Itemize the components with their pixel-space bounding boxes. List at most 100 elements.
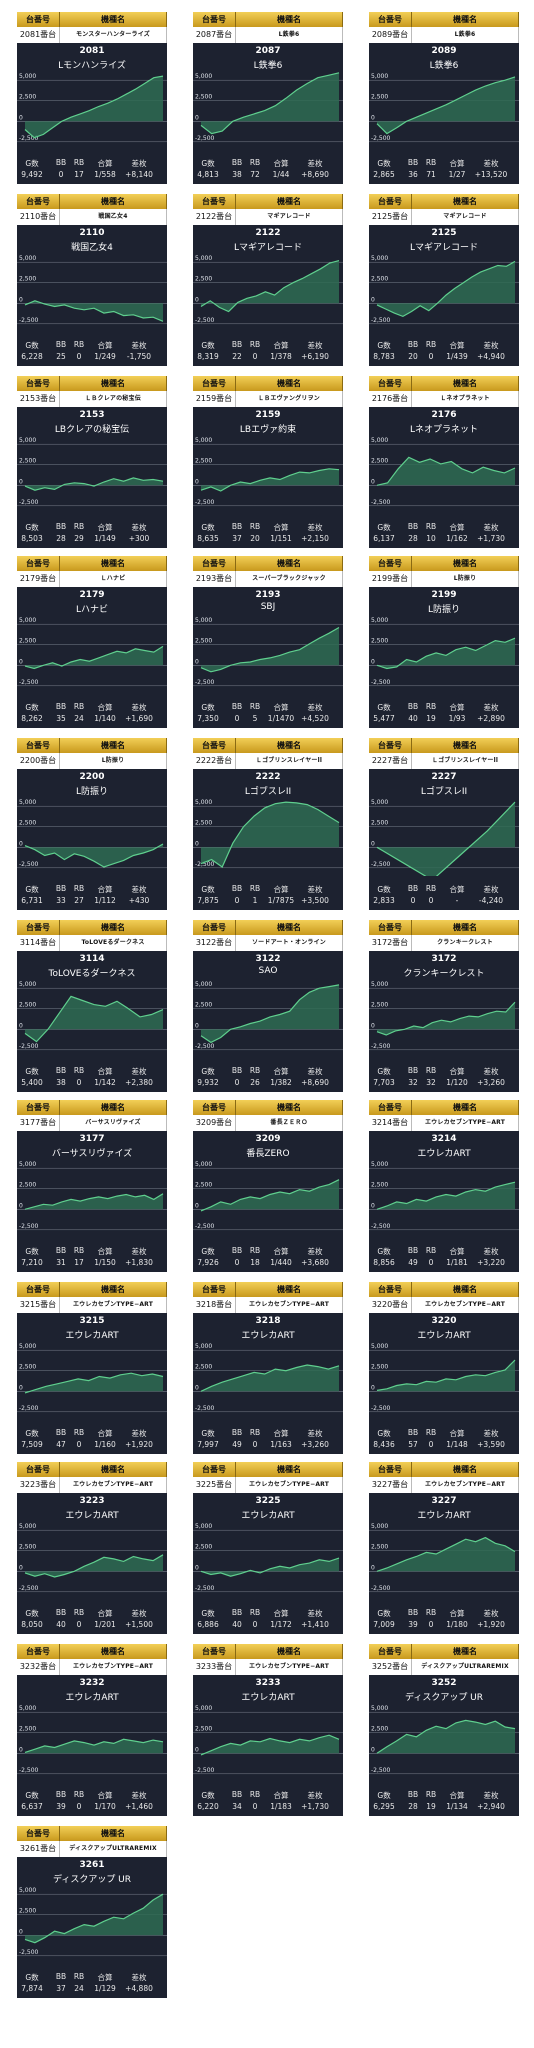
stat-header: 合算 (97, 1973, 113, 1982)
y-tick-label: 5,000 (195, 617, 212, 624)
machine-number: 3122 (255, 954, 281, 964)
stat-header: BB (55, 1790, 67, 1799)
graph-chart: 5,000 2,500 0 -2,500 (369, 1704, 519, 1782)
machine-card[interactable]: 台番号 機種名 2089番台 L鉄拳6 2089 L鉄拳6 5,000 2,500 0 -2,50… (369, 12, 519, 184)
y-tick-label: 5,000 (371, 1161, 388, 1168)
graph-area (201, 1179, 339, 1211)
machine-card[interactable]: 台番号 機種名 3214番台 エウレカセブンTYPE−ART 3214 エウレカART 5,… (369, 1100, 519, 1272)
machine-card[interactable]: 台番号 機種名 3233番台 エウレカセブンTYPE−ART 3233 エウレカART 5,… (193, 1644, 343, 1816)
machine-card[interactable]: 台番号 機種名 2110番台 戦国乙女4 2110 戦国乙女4 5,000 2,500 0 -2,… (17, 194, 167, 366)
machine-card[interactable]: 台番号 機種名 2222番台 Ｌゴブリンスレイヤーll 2222 LゴブスレII 5,000… (193, 738, 343, 910)
stat-value: 1/112 (94, 896, 116, 905)
graph-line (376, 1536, 516, 1572)
machine-card[interactable]: 台番号 機種名 3218番台 エウレカセブンTYPE−ART 3218 エウレカART 5,… (193, 1282, 343, 1454)
stat-header: G数 (377, 1247, 391, 1256)
stats-header-row: G数 BB RB 合算 差枚 (369, 1428, 519, 1440)
machine-card[interactable]: 台番号 機種名 2081番台 モンスターハンターライズ 2081 Lモンハンライズ 5,00… (17, 12, 167, 184)
machine-card[interactable]: 台番号 機種名 2179番台 Ｌハナビ 2179 Lハナビ 5,000 2,500 0 -2,50… (17, 556, 167, 728)
machine-card[interactable]: 台番号 機種名 3209番台 番長ＺＥＲＯ 3209 番長ZERO 5,000 2,500 0 -… (193, 1100, 343, 1272)
graph-area (377, 1182, 515, 1210)
machine-model: エウレカセブンTYPE−ART (60, 1659, 167, 1675)
stats-header-row: G数 BB RB 合算 差枚 (193, 340, 343, 352)
graph-chart: 5,000 2,500 0 -2,500 (193, 436, 343, 514)
stats-value-row: 8,319 22 0 1/378 +6,190 (193, 352, 343, 364)
y-tick-label: 0 (19, 114, 23, 121)
col-number-header: 台番号 (193, 1462, 236, 1477)
graph-area (25, 1894, 163, 1943)
stat-header: 差枚 (131, 341, 147, 350)
stat-value: 9,932 (197, 1078, 219, 1087)
machine-card[interactable]: 台番号 機種名 3227番台 エウレカセブンTYPE−ART 3227 エウレカART 5,… (369, 1462, 519, 1634)
graph-chart: 5,000 2,500 0 -2,500 (193, 1522, 343, 1600)
card-header: 台番号 機種名 2087番台 L鉄拳6 (193, 12, 343, 43)
stats-value-row: 4,813 38 72 1/44 +8,690 (193, 170, 343, 182)
machine-card[interactable]: 台番号 機種名 3225番台 エウレカセブンTYPE−ART 3225 エウレカART 5,… (193, 1462, 343, 1634)
stat-header: BB (231, 702, 243, 711)
machine-card[interactable]: 台番号 機種名 3220番台 エウレカセブンTYPE−ART 3220 エウレカART 5,… (369, 1282, 519, 1454)
graph-svg: 5,000 2,500 0 -2,500 (17, 1887, 167, 1957)
y-tick-label: 0 (195, 1202, 199, 1209)
machine-card[interactable]: 台番号 機種名 3215番台 エウレカセブンTYPE−ART 3215 エウレカART 5,… (17, 1282, 167, 1454)
col-model-header: 機種名 (412, 556, 519, 571)
y-tick-label: 2,500 (19, 1726, 36, 1733)
y-tick-label: 2,500 (19, 1002, 36, 1009)
machine-card[interactable]: 台番号 機種名 3172番台 クランキークレスト 3172 クランキークレスト 5,000 2… (369, 920, 519, 1092)
graph-line (376, 76, 516, 135)
stat-header: BB (407, 1790, 419, 1799)
stat-value: 20 (250, 534, 260, 543)
machine-card[interactable]: 台番号 機種名 3177番台 バーサスリヴァイズ 3177 バーサスリヴァイズ 5,000 2… (17, 1100, 167, 1272)
stat-value: 1/142 (94, 1078, 116, 1087)
y-tick-label: -2,500 (371, 1767, 391, 1774)
machine-badge: 2110番台 (17, 209, 60, 225)
stat-header: G数 (377, 1067, 391, 1076)
stats-header-row: G数 BB RB 合算 差枚 (17, 1066, 167, 1078)
stat-header: 差枚 (131, 1791, 147, 1800)
y-tick-label: -2,500 (371, 679, 391, 686)
machine-card[interactable]: 台番号 機種名 2200番台 L防振り 2200 L防振り 5,000 2,500 0 -2,50… (17, 738, 167, 910)
col-number-header: 台番号 (193, 12, 236, 27)
machine-card[interactable]: 台番号 機種名 3122番台 ソードアート・オンライン 3122 SAO 5,000 2,50… (193, 920, 343, 1092)
machine-name: SBJ (260, 602, 276, 612)
stats-value-row: 6,228 25 0 1/249 -1,750 (17, 352, 167, 364)
y-tick-label: -2,500 (371, 317, 391, 324)
stat-value: 8,856 (373, 1258, 395, 1267)
stat-header: 合算 (97, 1429, 113, 1438)
stat-value: 6,637 (21, 1802, 43, 1811)
machine-card[interactable]: 台番号 機種名 3223番台 エウレカセブンTYPE−ART 3223 エウレカART 5,… (17, 1462, 167, 1634)
y-tick-label: 2,500 (19, 1544, 36, 1551)
stats-header-row: G数 BB RB 合算 差枚 (369, 1066, 519, 1078)
stat-value: 29 (74, 534, 84, 543)
stats-header-row: G数 BB RB 合算 差枚 (369, 522, 519, 534)
machine-card[interactable]: 台番号 機種名 3261番台 ディスクアップULTRAREMIX 3261 ディスクアップ… (17, 1826, 167, 1998)
machine-card[interactable]: 台番号 機種名 2153番台 ＬＢクレアの秘宝伝 2153 LBクレアの秘宝伝 5,000 2… (17, 376, 167, 548)
card-header: 台番号 機種名 3122番台 ソードアート・オンライン (193, 920, 343, 951)
stats-header-row: G数 BB RB 合算 差枚 (369, 702, 519, 714)
machine-card[interactable]: 台番号 機種名 2087番台 L鉄拳6 2087 L鉄拳6 5,000 2,500 0 -2,50… (193, 12, 343, 184)
machine-card[interactable]: 台番号 機種名 2122番台 マギアレコード 2122 Lマギアレコード 5,000 2,50… (193, 194, 343, 366)
machine-card[interactable]: 台番号 機種名 2199番台 L防振り 2199 L防振り 5,000 2,500 0 -2,50… (369, 556, 519, 728)
machine-card[interactable]: 台番号 機種名 2193番台 スーパーブラックジャック 2193 SBJ 5,000 2,50… (193, 556, 343, 728)
machine-model: モンスターハンターライズ (60, 27, 167, 43)
y-tick-label: 5,000 (195, 255, 212, 262)
machine-number: 2087 (255, 46, 281, 56)
machine-card[interactable]: 台番号 機種名 2227番台 Ｌゴブリンスレイヤーll 2227 LゴブスレII 5,000… (369, 738, 519, 910)
graph-svg: 5,000 2,500 0 -2,500 (369, 981, 519, 1051)
machine-badge: 2089番台 (369, 27, 412, 43)
stat-value: 0 (428, 1620, 434, 1629)
machine-card[interactable]: 台番号 機種名 2125番台 マギアレコード 2125 Lマギアレコード 5,000 2,50… (369, 194, 519, 366)
machine-card[interactable]: 台番号 機種名 3114番台 ToLOVEるダークネス 3114 ToLOVEるダークネス… (17, 920, 167, 1092)
machine-model: ToLOVEるダークネス (60, 935, 167, 951)
machine-card[interactable]: 台番号 機種名 3232番台 エウレカセブンTYPE−ART 3232 エウレカART 5,… (17, 1644, 167, 1816)
graph-svg: 5,000 2,500 0 -2,500 (17, 1705, 167, 1775)
machine-card[interactable]: 台番号 機種名 2176番台 Ｌネオプラネット 2176 Lネオプラネット 5,000 2,5… (369, 376, 519, 548)
graph-line (200, 984, 340, 1044)
machine-name: エウレカART (417, 1149, 471, 1159)
stat-value: 22 (232, 352, 242, 361)
machine-name: ディスクアップ UR (52, 1875, 132, 1885)
graph-line (200, 1557, 340, 1577)
y-tick-label: 0 (371, 1202, 375, 1209)
machine-card[interactable]: 台番号 機種名 2159番台 ＬＢエヴァングリヲン 2159 LBエヴァ約束 5,000 2,… (193, 376, 343, 548)
stat-header: RB (425, 522, 437, 531)
stat-header: G数 (25, 1429, 39, 1438)
machine-card[interactable]: 台番号 機種名 3252番台 ディスクアップULTRAREMIX 3252 ディスクアップ… (369, 1644, 519, 1816)
